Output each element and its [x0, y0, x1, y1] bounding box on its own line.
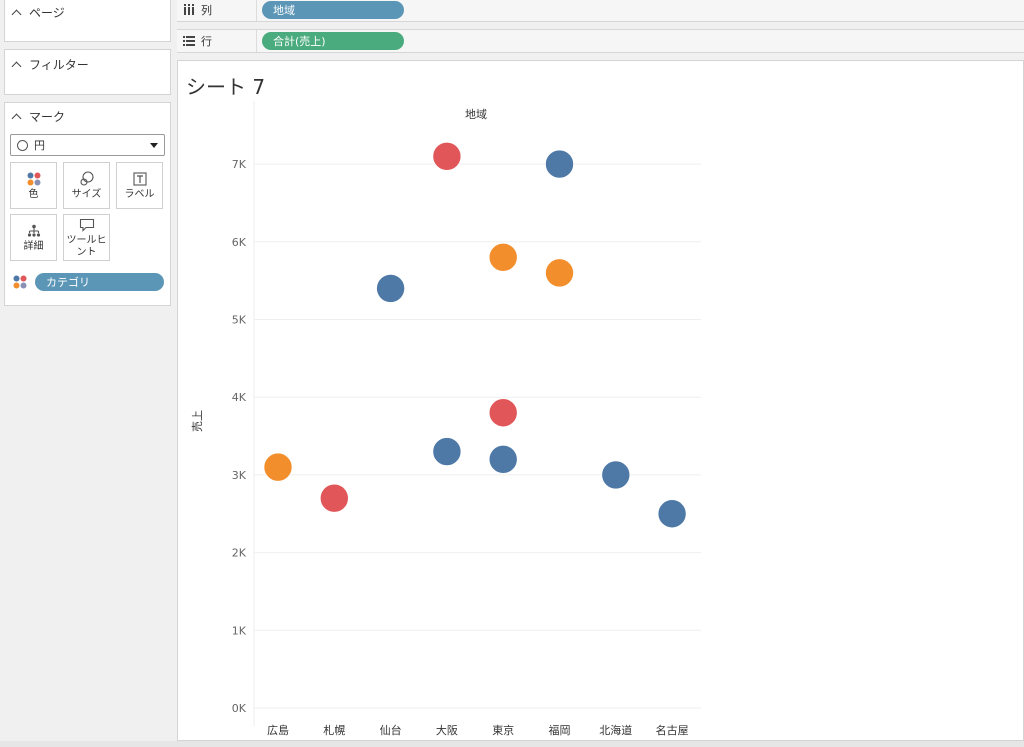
x-tick-label: 名古屋	[656, 723, 689, 737]
rows-shelf-label: 行	[177, 30, 257, 52]
scatter-point[interactable]	[488, 445, 518, 474]
rows-shelf[interactable]: 行 合計(売上)	[177, 29, 1024, 53]
filters-card-title: フィルター	[29, 57, 89, 72]
tooltip-button-label-line2: ント	[76, 246, 97, 258]
scatter-point[interactable]	[601, 460, 631, 490]
y-tick-label: 3K	[232, 469, 247, 482]
dropdown-arrow-icon	[150, 143, 158, 148]
mark-type-dropdown[interactable]: 円	[10, 134, 165, 156]
columns-label-text: 列	[201, 4, 212, 17]
rows-label-text: 行	[201, 35, 212, 48]
detail-button[interactable]: 詳細	[10, 214, 57, 261]
scatter-point[interactable]	[488, 243, 518, 272]
color-encoding-icon	[13, 275, 27, 289]
x-tick-label: 北海道	[599, 723, 632, 737]
bottom-status-bar	[0, 741, 1024, 747]
marks-card-title: マーク	[29, 109, 66, 124]
filters-card-header[interactable]: フィルター	[5, 53, 170, 75]
pages-card-header[interactable]: ページ	[5, 1, 170, 23]
columns-icon	[183, 4, 195, 16]
y-tick-label: 7K	[232, 158, 247, 171]
marks-card: マーク 円 色 サイズ	[4, 102, 171, 306]
x-tick-label: 札幌	[323, 723, 345, 737]
scatter-point[interactable]	[657, 499, 687, 529]
collapse-caret-icon[interactable]	[11, 61, 22, 71]
tooltip-button-label-line1: ツールヒ	[66, 234, 107, 246]
scatter-point[interactable]	[488, 398, 518, 428]
tooltip-button[interactable]: ツールヒ ント	[63, 214, 110, 261]
region-column-pill[interactable]: 地域	[262, 1, 404, 19]
y-tick-label: 4K	[232, 391, 247, 404]
color-encoding-row: カテゴリ	[13, 273, 164, 291]
y-tick-label: 2K	[232, 547, 247, 560]
color-palette-icon	[27, 171, 41, 187]
scatter-point[interactable]	[545, 149, 574, 179]
x-tick-label: 大阪	[436, 723, 458, 737]
y-tick-label: 6K	[232, 236, 247, 249]
filters-card: フィルター	[4, 49, 171, 95]
detail-button-label: 詳細	[23, 240, 44, 252]
speech-bubble-icon	[79, 217, 95, 233]
x-tick-label: 広島	[267, 723, 289, 737]
rows-icon	[183, 35, 195, 47]
scatter-point[interactable]	[376, 274, 405, 303]
pages-card-title: ページ	[29, 5, 65, 20]
size-icon	[79, 170, 95, 187]
sheet-title: シート 7	[186, 75, 266, 99]
columns-shelf-label: 列	[177, 0, 257, 21]
y-tick-label: 5K	[232, 314, 247, 327]
scatter-point[interactable]	[263, 452, 293, 482]
collapse-caret-icon[interactable]	[11, 9, 22, 19]
scatter-point[interactable]	[432, 142, 462, 171]
category-color-pill[interactable]: カテゴリ	[35, 273, 164, 291]
size-button-label: サイズ	[71, 188, 102, 200]
x-tick-label: 福岡	[549, 723, 571, 737]
x-tick-label: 東京	[492, 723, 514, 737]
columns-shelf[interactable]: 列 地域	[177, 0, 1024, 22]
pages-card: ページ	[4, 0, 171, 42]
detail-tree-icon	[27, 223, 41, 239]
text-label-icon	[132, 171, 147, 187]
x-tick-label: 仙台	[380, 723, 402, 737]
y-tick-label: 0K	[232, 702, 247, 715]
circle-mark-icon	[17, 139, 28, 151]
column-header-label: 地域	[465, 108, 487, 121]
scatter-point[interactable]	[432, 437, 462, 466]
y-tick-label: 1K	[232, 624, 247, 637]
worksheet-view: シート 7 0K 1K 2K 3K 4K 5K 6K 7K 地域売上広島 札幌 仙台 大阪 東京 福岡 北海…	[177, 60, 1024, 741]
label-button[interactable]: ラベル	[116, 162, 163, 209]
scatter-point[interactable]	[320, 483, 349, 513]
marks-card-header[interactable]: マーク	[5, 105, 170, 127]
collapse-caret-icon[interactable]	[11, 113, 22, 123]
scatter-point[interactable]	[545, 258, 574, 288]
y-axis-title: 売上	[191, 410, 204, 432]
color-button[interactable]: 色	[10, 162, 57, 209]
color-button-label: 色	[28, 188, 39, 200]
mark-type-value: 円	[34, 139, 45, 152]
sales-row-pill[interactable]: 合計(売上)	[262, 32, 404, 50]
size-button[interactable]: サイズ	[63, 162, 110, 209]
label-button-label: ラベル	[124, 188, 155, 200]
